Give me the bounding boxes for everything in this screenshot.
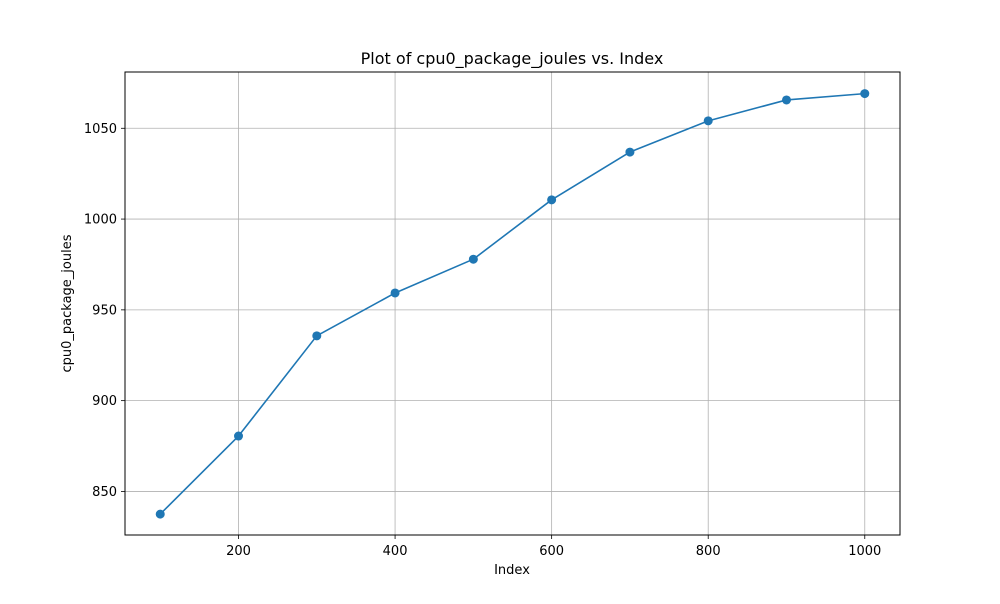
series-line	[159, 92, 865, 515]
data-point	[860, 89, 870, 99]
series-layer	[155, 89, 870, 519]
data-point	[468, 254, 478, 264]
y-tick-label: 1050	[84, 122, 117, 137]
y-axis-label: cpu0_package_joules	[60, 234, 75, 372]
plot-area-frame	[124, 71, 901, 536]
y-tick-label: 1000	[84, 213, 117, 228]
x-tick-label: 200	[226, 544, 251, 559]
grid	[125, 72, 900, 535]
data-point	[781, 95, 791, 105]
y-axis: 850 900 950 1000 1050	[84, 122, 125, 500]
y-tick-label: 950	[92, 303, 117, 318]
x-axis: 200 400 600 800 1000	[226, 535, 881, 559]
data-point	[155, 509, 165, 519]
chart-title: Plot of cpu0_package_joules vs. Index	[361, 49, 664, 69]
x-tick-label: 600	[539, 544, 564, 559]
data-point	[312, 331, 322, 341]
data-point	[547, 195, 557, 205]
x-tick-label: 1000	[848, 544, 881, 559]
x-axis-label: Index	[494, 563, 530, 578]
data-point	[703, 116, 713, 126]
y-tick-label: 900	[92, 394, 117, 409]
x-tick-label: 800	[696, 544, 721, 559]
data-point	[390, 288, 400, 298]
y-tick-label: 850	[92, 485, 117, 500]
data-point	[234, 431, 244, 441]
data-point	[625, 147, 635, 157]
x-tick-label: 400	[383, 544, 408, 559]
